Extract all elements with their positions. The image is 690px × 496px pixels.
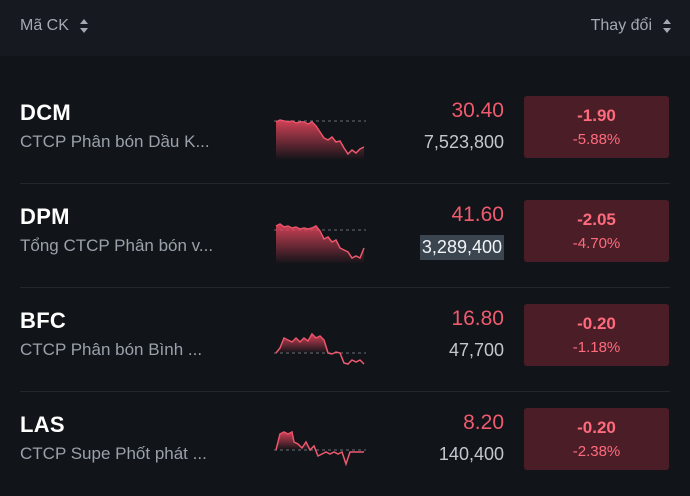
- change-badge[interactable]: -1.90 -5.88%: [524, 96, 669, 158]
- price: 41.60: [451, 203, 504, 226]
- change-percent: -2.38%: [572, 443, 621, 460]
- company-name: CTCP Phân bón Bình ...: [20, 340, 203, 359]
- volume: 140,400: [438, 444, 504, 464]
- price: 16.80: [451, 307, 504, 330]
- sparkline-chart: [274, 332, 366, 365]
- sparkline-chart: [274, 119, 366, 160]
- row-divider: [20, 287, 670, 288]
- change-value: -2.05: [577, 210, 616, 229]
- sort-icon: [663, 19, 671, 33]
- row-divider: [20, 183, 670, 184]
- list-header: Mã CK Thay đổi: [0, 0, 690, 56]
- stock-row-dpm[interactable]: DPM Tổng CTCP Phân bón v... 41.60 3,289,…: [0, 184, 690, 288]
- change-badge[interactable]: -0.20 -2.38%: [524, 408, 669, 470]
- row-divider: [20, 391, 670, 392]
- sparkline-chart: [274, 223, 366, 264]
- stock-row-las[interactable]: LAS CTCP Supe Phốt phát ... 8.20 140,400…: [0, 392, 690, 496]
- company-name: CTCP Phân bón Dầu K...: [20, 132, 210, 151]
- change-percent: -4.70%: [572, 235, 621, 252]
- ticker: DPM: [20, 204, 70, 229]
- ticker: DCM: [20, 100, 72, 125]
- sparkline-chart: [274, 430, 366, 467]
- company-name: CTCP Supe Phốt phát ...: [20, 444, 207, 463]
- volume: 47,700: [448, 340, 504, 360]
- sort-icon: [79, 19, 88, 33]
- ticker: LAS: [20, 412, 65, 437]
- price: 8.20: [463, 411, 504, 434]
- volume: 7,523,800: [423, 132, 504, 152]
- sort-by-symbol[interactable]: Mã CK: [20, 17, 89, 35]
- change-badge[interactable]: -2.05 -4.70%: [524, 200, 669, 262]
- company-name: Tổng CTCP Phân bón v...: [20, 236, 214, 255]
- stock-row-bfc[interactable]: BFC CTCP Phân bón Bình ... 16.80 47,700 …: [0, 288, 690, 392]
- volume-highlighted: 3,289,400: [419, 235, 504, 260]
- symbol-column-label: Mã CK: [20, 17, 69, 34]
- price: 30.40: [451, 99, 504, 122]
- ticker: BFC: [20, 308, 67, 333]
- change-value: -0.20: [577, 418, 616, 437]
- change-column-label: Thay đổi: [590, 17, 652, 34]
- sort-by-change[interactable]: Thay đổi: [591, 17, 672, 35]
- change-percent: -5.88%: [572, 131, 621, 148]
- stock-row-dcm[interactable]: DCM CTCP Phân bón Dầu K... 30.40 7,523,8…: [0, 80, 690, 184]
- change-value: -1.90: [577, 106, 616, 125]
- change-badge[interactable]: -0.20 -1.18%: [524, 304, 669, 366]
- change-value: -0.20: [577, 314, 616, 333]
- change-percent: -1.18%: [572, 339, 621, 356]
